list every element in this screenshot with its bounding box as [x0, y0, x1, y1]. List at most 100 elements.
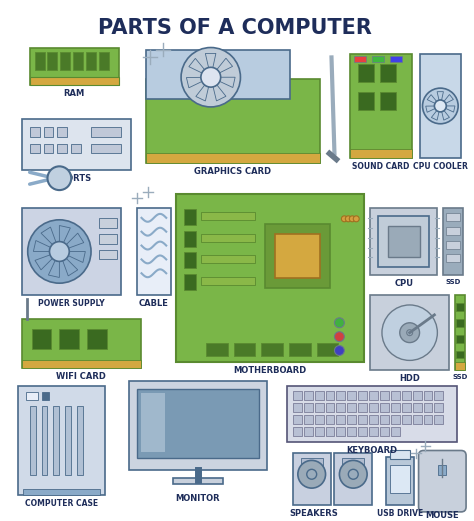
Bar [447, 213, 460, 221]
Bar [137, 389, 259, 458]
Bar [358, 92, 374, 110]
Bar [456, 334, 464, 343]
Bar [380, 427, 389, 436]
Bar [304, 427, 313, 436]
Polygon shape [426, 106, 435, 113]
Bar [91, 144, 121, 154]
Bar [57, 144, 67, 154]
Polygon shape [446, 106, 455, 112]
Bar [370, 208, 438, 275]
Bar [23, 489, 100, 495]
Bar [293, 453, 330, 505]
Bar [424, 391, 432, 400]
Bar [456, 319, 464, 327]
Bar [391, 415, 400, 424]
Bar [455, 295, 465, 370]
Bar [99, 250, 117, 259]
Polygon shape [66, 233, 84, 248]
Bar [419, 55, 461, 158]
Polygon shape [41, 227, 56, 244]
Circle shape [298, 461, 326, 488]
Bar [347, 427, 356, 436]
Bar [337, 403, 346, 412]
Bar [337, 427, 346, 436]
Bar [369, 415, 378, 424]
Bar [22, 319, 140, 368]
Bar [438, 465, 447, 475]
Bar [65, 406, 71, 475]
Bar [326, 427, 335, 436]
Bar [146, 154, 319, 164]
Bar [386, 457, 414, 505]
Bar [413, 403, 421, 412]
Bar [293, 427, 302, 436]
Polygon shape [48, 260, 59, 278]
Bar [424, 403, 432, 412]
Bar [22, 208, 121, 295]
Text: HDD: HDD [399, 374, 420, 383]
Bar [354, 56, 366, 63]
Bar [380, 65, 396, 82]
Bar [87, 329, 107, 349]
Circle shape [335, 345, 344, 355]
Bar [30, 77, 119, 85]
Bar [275, 233, 319, 278]
Bar [22, 119, 131, 170]
Bar [99, 233, 117, 244]
Bar [369, 391, 378, 400]
Bar [30, 144, 40, 154]
Bar [71, 144, 81, 154]
Polygon shape [35, 255, 52, 270]
Bar [315, 391, 324, 400]
Bar [30, 127, 40, 137]
Bar [184, 253, 196, 268]
Bar [370, 295, 449, 370]
Bar [301, 458, 323, 466]
Text: KEYBOARD: KEYBOARD [346, 445, 398, 454]
Bar [315, 415, 324, 424]
Bar [391, 427, 400, 436]
Text: MOTHERBOARD: MOTHERBOARD [234, 366, 307, 375]
Bar [293, 391, 302, 400]
Polygon shape [427, 95, 437, 103]
Text: PARTS OF A COMPUTER: PARTS OF A COMPUTER [98, 18, 372, 38]
Bar [201, 212, 255, 220]
Bar [380, 92, 396, 110]
Bar [304, 403, 313, 412]
Bar [99, 218, 117, 228]
Polygon shape [189, 58, 204, 73]
Circle shape [47, 166, 71, 190]
Bar [447, 227, 460, 234]
Bar [390, 450, 410, 460]
Circle shape [422, 88, 458, 124]
Bar [434, 403, 443, 412]
Bar [293, 403, 302, 412]
Bar [173, 478, 223, 484]
Text: GRAPHICS CARD: GRAPHICS CARD [194, 167, 271, 176]
Bar [424, 415, 432, 424]
Bar [326, 403, 335, 412]
Bar [434, 391, 443, 400]
Bar [26, 392, 37, 400]
Polygon shape [59, 226, 70, 242]
Text: SSD: SSD [446, 279, 461, 285]
Circle shape [400, 323, 419, 343]
Bar [413, 415, 421, 424]
Polygon shape [196, 85, 209, 101]
Polygon shape [186, 77, 202, 88]
Bar [128, 381, 267, 470]
Circle shape [348, 469, 358, 479]
Bar [30, 406, 36, 475]
Bar [44, 144, 54, 154]
Polygon shape [220, 77, 235, 88]
Circle shape [353, 216, 359, 222]
Bar [358, 391, 367, 400]
Text: SPEAKERS: SPEAKERS [289, 509, 338, 518]
Bar [77, 406, 83, 475]
Bar [137, 208, 171, 295]
Bar [73, 53, 83, 70]
Text: SSD: SSD [453, 374, 468, 380]
Bar [456, 351, 464, 358]
Polygon shape [213, 85, 226, 101]
Circle shape [27, 220, 91, 283]
